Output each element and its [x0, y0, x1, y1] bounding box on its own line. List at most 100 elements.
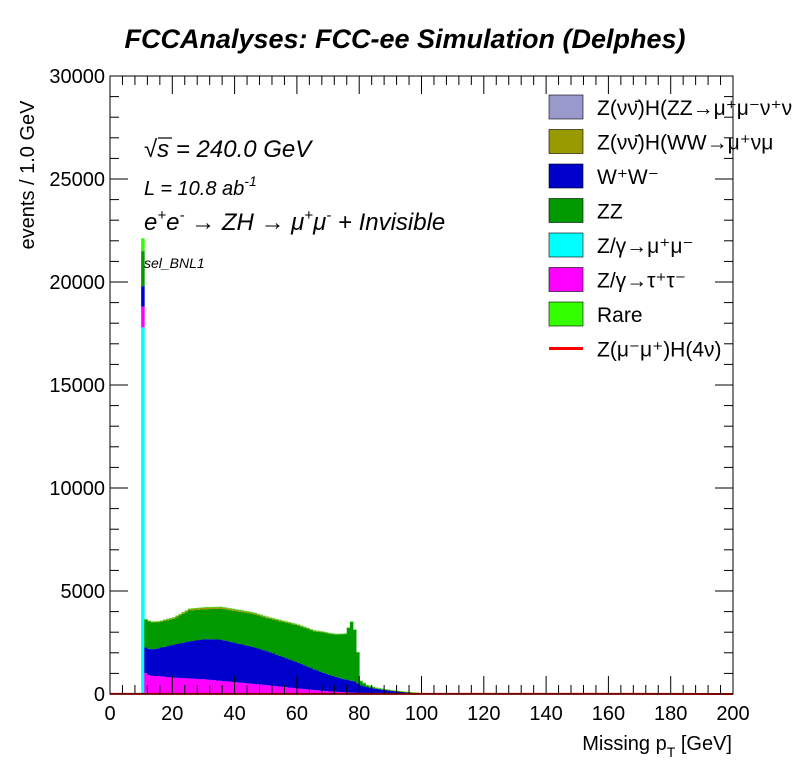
histogram-bin-segment: [346, 680, 351, 693]
histogram-bin-segment: [181, 612, 186, 613]
histogram-bin-segment: [259, 614, 264, 616]
histogram-bin-segment: [275, 654, 279, 687]
x-tick-label: 40: [223, 703, 245, 725]
histogram-bin-segment: [328, 691, 332, 694]
histogram-bin-segment: [409, 692, 413, 693]
x-tick-label: 80: [348, 703, 370, 725]
histogram-bin-segment: [184, 610, 189, 611]
histogram-bin-segment: [315, 670, 320, 691]
histogram-bin-segment: [287, 687, 292, 694]
histogram-bin-segment: [309, 629, 313, 631]
histogram-bin-segment: [321, 690, 326, 694]
histogram-bin-segment: [281, 621, 285, 657]
histogram-bin-segment: [296, 624, 301, 626]
process-sup-2: -: [179, 207, 184, 224]
histogram-bin-segment: [247, 683, 251, 694]
sqrt-variable: s: [157, 136, 169, 163]
histogram-bin-segment: [284, 621, 288, 623]
histogram-bin-segment: [256, 648, 260, 685]
histogram-bin-segment: [356, 651, 360, 653]
histogram-bin-segment: [359, 680, 363, 682]
histogram-bin-segment: [318, 690, 323, 694]
histogram-bin-segment: [190, 608, 195, 611]
histogram-bin-segment: [237, 611, 242, 644]
process-part-3: → ZH → μ: [184, 209, 304, 236]
histogram-bin-segment: [390, 690, 394, 691]
histogram-bin-segment: [247, 611, 251, 612]
histogram-bin-segment: [178, 613, 183, 615]
histogram-bin-segment: [150, 649, 155, 676]
histogram-bin-segment: [312, 689, 316, 694]
histogram-bin-segment: [365, 684, 369, 686]
histogram-bin-segment: [197, 640, 201, 679]
histogram-bin-segment: [265, 685, 270, 694]
histogram-bin-segment: [231, 609, 235, 611]
histogram-bin-segment: [243, 683, 248, 694]
histogram-bin-segment: [228, 641, 232, 682]
histogram-bin-segment: [259, 684, 264, 694]
histogram-bin-segment: [169, 677, 173, 694]
histogram-bin-segment: [175, 615, 179, 618]
histogram-bin-segment: [181, 612, 186, 614]
histogram-bin-segment: [240, 682, 245, 694]
x-tick-label: 120: [467, 703, 500, 725]
histogram-bin-segment: [343, 634, 348, 680]
histogram-bin-segment: [328, 633, 332, 675]
histogram-bin-segment: [212, 608, 217, 640]
histogram-bin-segment: [172, 618, 176, 645]
histogram-bin-segment: [396, 691, 401, 694]
histogram-bin-segment: [247, 645, 251, 684]
histogram-bin-segment: [309, 689, 313, 694]
histogram-bin-segment: [268, 617, 273, 618]
histogram-bin-segment: [243, 611, 248, 613]
histogram-bin-segment: [147, 620, 151, 622]
histogram-bin-segment: [368, 685, 373, 687]
histogram-bin-segment: [253, 613, 257, 615]
histogram-bin-segment: [315, 630, 320, 632]
legend-label: Z/γ→τ⁺τ⁻: [597, 270, 686, 293]
histogram-bin-segment: [253, 614, 257, 648]
histogram-bin-segment: [144, 647, 148, 674]
histogram-bin-segment: [253, 647, 257, 685]
histogram-bin-segment: [187, 610, 192, 642]
histogram-bin-segment: [237, 609, 242, 611]
histogram-bin-segment: [306, 628, 310, 630]
histogram-bin-segment: [300, 664, 304, 689]
histogram-bin-segment: [206, 639, 211, 680]
y-tick-label: 30000: [49, 66, 105, 88]
histogram-bin-segment: [159, 676, 164, 694]
histogram-bin-segment: [172, 644, 176, 678]
process-annotation: e+e- → ZH → μ+μ- + Invisible: [144, 207, 445, 236]
histogram-bin-segment: [293, 624, 298, 662]
histogram-bin-segment: [162, 621, 167, 647]
histogram-bin-segment: [197, 607, 201, 610]
histogram-bin-segment: [250, 612, 254, 614]
histogram-bin-segment: [387, 690, 391, 694]
histogram-bin-segment: [321, 632, 326, 673]
histogram-bin-segment: [281, 620, 285, 622]
histogram-bin-segment: [203, 609, 207, 640]
histogram-bin-segment: [371, 686, 376, 688]
sqrt-symbol: √: [144, 136, 158, 163]
histogram-bin-segment: [172, 677, 176, 694]
histogram-bin-segment: [265, 651, 270, 686]
histogram-bin-segment: [296, 662, 301, 689]
luminosity-annotation: L = 10.8 ab-1: [144, 173, 257, 200]
x-axis-title: Missing pT [GeV]: [582, 733, 732, 760]
histogram-bin-segment: [231, 608, 235, 610]
x-tick-label: 0: [104, 703, 115, 725]
histogram-bin-segment: [225, 607, 229, 609]
legend-label: ZZ: [597, 201, 623, 224]
histogram-bin-segment: [306, 629, 310, 667]
process-part-5: + Invisible: [331, 209, 445, 236]
histogram-bin-segment: [381, 689, 385, 694]
histogram-bin-segment: [237, 643, 242, 683]
histogram-bin-segment: [296, 624, 301, 625]
histogram-bin-segment: [281, 620, 285, 622]
x-axis-title-main: Missing p: [582, 733, 666, 755]
histogram-bin-segment: [312, 669, 316, 690]
histogram-bin-segment: [159, 620, 164, 621]
histogram-bin-segment: [268, 652, 273, 686]
histogram-bin-segment: [321, 672, 326, 691]
histogram-bin-segment: [222, 681, 226, 694]
